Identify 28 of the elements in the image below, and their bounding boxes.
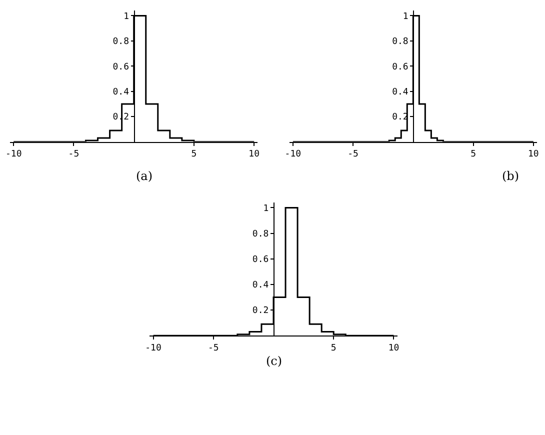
x-tick-label: 5	[330, 343, 336, 354]
x-tick-label: 5	[470, 150, 476, 160]
x-tick-label: -5	[208, 343, 219, 354]
y-tick-label: 1	[402, 12, 408, 22]
x-tick-label: -10	[284, 150, 302, 160]
x-tick-label: 10	[248, 150, 260, 160]
y-tick-label: 0.8	[252, 229, 269, 240]
y-tick-label: 0.4	[112, 88, 130, 98]
x-tick-label: -5	[348, 150, 358, 160]
x-tick-label: -5	[68, 150, 80, 160]
x-tick-label: -10	[5, 150, 22, 160]
x-tick-label: -10	[145, 343, 162, 354]
x-tick-label: 10	[528, 150, 539, 160]
y-tick-label: 0.8	[392, 37, 408, 48]
y-tick-label: 0.8	[112, 37, 130, 48]
y-tick-label: 0.4	[252, 280, 269, 291]
x-tick-label: 10	[388, 343, 400, 354]
x-tick-label: 5	[191, 150, 197, 160]
y-tick-label: 0.6	[112, 62, 130, 72]
text: (c)	[266, 354, 282, 368]
y-tick-label: 0.4	[392, 88, 408, 98]
text: (b)	[502, 169, 520, 183]
y-tick-label: 0.2	[252, 306, 269, 316]
y-tick-label: 1	[263, 204, 269, 214]
y-tick-label: 0.6	[392, 62, 408, 72]
y-tick-label: 0.6	[252, 255, 269, 266]
y-tick-label: 1	[124, 12, 130, 22]
text: (a)	[136, 169, 153, 183]
